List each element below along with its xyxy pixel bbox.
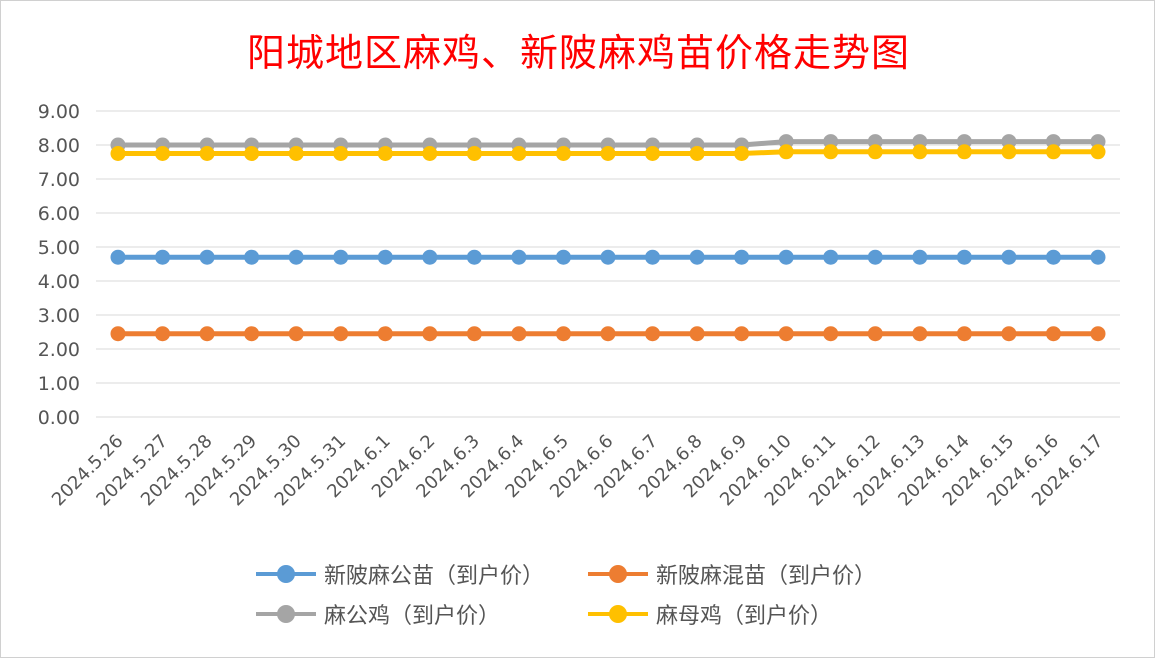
data-point bbox=[867, 326, 883, 342]
data-point bbox=[600, 146, 616, 161]
y-tick-label: 3.00 bbox=[38, 305, 80, 327]
data-point bbox=[377, 249, 393, 265]
data-point bbox=[511, 146, 527, 161]
y-tick-label: 9.00 bbox=[38, 101, 80, 123]
data-point bbox=[511, 326, 527, 342]
data-point bbox=[1090, 249, 1106, 265]
data-point bbox=[823, 144, 839, 160]
legend-item: 麻母鸡（到户价） bbox=[588, 600, 928, 629]
legend-label: 麻公鸡（到户价） bbox=[324, 604, 501, 629]
y-tick-label: 1.00 bbox=[38, 373, 80, 395]
data-point bbox=[511, 249, 527, 265]
data-point bbox=[377, 146, 393, 161]
data-point bbox=[1001, 249, 1017, 265]
data-point bbox=[645, 326, 661, 342]
y-tick-label: 8.00 bbox=[38, 135, 80, 157]
data-point bbox=[422, 146, 438, 161]
data-point bbox=[199, 249, 215, 265]
data-point bbox=[734, 249, 750, 265]
y-tick-label: 4.00 bbox=[38, 271, 80, 293]
data-point bbox=[466, 249, 482, 265]
legend-swatch bbox=[588, 564, 648, 584]
legend-swatch bbox=[588, 604, 648, 624]
data-point bbox=[1001, 144, 1017, 160]
legend-label: 麻母鸡（到户价） bbox=[656, 604, 833, 629]
data-point bbox=[645, 249, 661, 265]
data-point bbox=[110, 249, 126, 265]
y-tick-label: 5.00 bbox=[38, 237, 80, 259]
data-point bbox=[155, 146, 171, 161]
data-point bbox=[778, 249, 794, 265]
data-point bbox=[466, 146, 482, 161]
data-point bbox=[912, 249, 928, 265]
data-point bbox=[555, 249, 571, 265]
data-point bbox=[1045, 249, 1061, 265]
chart-legend: 新陂麻公苗（到户价） 新陂麻混苗（到户价） 麻公鸡（到户价） 麻母鸡（到户价） bbox=[256, 560, 956, 629]
data-point bbox=[734, 326, 750, 342]
series-3 bbox=[110, 144, 1106, 161]
data-point bbox=[645, 146, 661, 161]
data-point bbox=[867, 249, 883, 265]
data-point bbox=[1090, 326, 1106, 342]
data-point bbox=[734, 146, 750, 161]
data-point bbox=[199, 326, 215, 342]
data-point bbox=[288, 249, 304, 265]
series-0 bbox=[110, 249, 1106, 265]
data-point bbox=[377, 326, 393, 342]
series-1 bbox=[110, 326, 1106, 342]
data-point bbox=[333, 249, 349, 265]
data-point bbox=[244, 146, 260, 161]
data-point bbox=[288, 326, 304, 342]
data-point bbox=[778, 326, 794, 342]
data-point bbox=[912, 144, 928, 160]
y-tick-label: 7.00 bbox=[38, 169, 80, 191]
data-point bbox=[244, 326, 260, 342]
data-point bbox=[600, 249, 616, 265]
data-point bbox=[333, 326, 349, 342]
data-point bbox=[778, 144, 794, 160]
data-point bbox=[288, 146, 304, 161]
data-point bbox=[689, 249, 705, 265]
data-point bbox=[912, 326, 928, 342]
chart-title: 阳城地区麻鸡、新陂麻鸡苗价格走势图 bbox=[246, 31, 910, 75]
data-point bbox=[199, 146, 215, 161]
data-point bbox=[956, 144, 972, 160]
legend-swatch bbox=[256, 564, 316, 584]
data-point bbox=[110, 326, 126, 342]
data-point bbox=[689, 146, 705, 161]
data-point bbox=[422, 326, 438, 342]
data-point bbox=[956, 326, 972, 342]
legend-swatch bbox=[256, 604, 316, 624]
data-point bbox=[333, 146, 349, 161]
data-point bbox=[1090, 144, 1106, 160]
data-point bbox=[155, 326, 171, 342]
legend-item: 新陂麻公苗（到户价） bbox=[256, 560, 588, 589]
data-point bbox=[244, 249, 260, 265]
data-point bbox=[466, 326, 482, 342]
y-tick-label: 2.00 bbox=[38, 339, 80, 361]
data-point bbox=[956, 249, 972, 265]
data-point bbox=[689, 326, 705, 342]
legend-label: 新陂麻混苗（到户价） bbox=[656, 564, 877, 589]
legend-label: 新陂麻公苗（到户价） bbox=[324, 564, 545, 589]
data-point bbox=[600, 326, 616, 342]
legend-item: 麻公鸡（到户价） bbox=[256, 600, 588, 629]
data-point bbox=[823, 326, 839, 342]
data-point bbox=[155, 249, 171, 265]
data-point bbox=[867, 144, 883, 160]
legend-item: 新陂麻混苗（到户价） bbox=[588, 560, 928, 589]
data-point bbox=[555, 146, 571, 161]
y-tick-label: 6.00 bbox=[38, 203, 80, 225]
data-point bbox=[110, 146, 126, 161]
y-tick-label: 0.00 bbox=[38, 407, 80, 429]
data-point bbox=[422, 249, 438, 265]
data-point bbox=[1001, 326, 1017, 342]
data-point bbox=[555, 326, 571, 342]
data-point bbox=[823, 249, 839, 265]
data-point bbox=[1045, 144, 1061, 160]
data-point bbox=[1045, 326, 1061, 342]
